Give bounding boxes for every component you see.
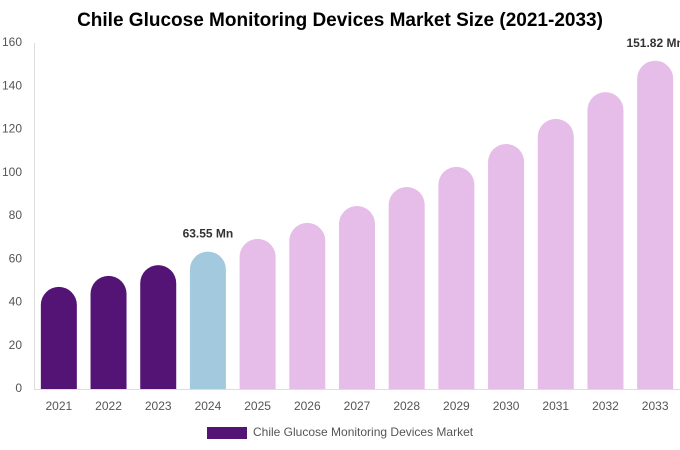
x-tick-label: 2031: [542, 399, 569, 413]
legend-label: Chile Glucose Monitoring Devices Market: [253, 425, 474, 439]
y-tick-label: 140: [2, 78, 22, 92]
bar: [488, 144, 525, 389]
value-label: 151.82 Mn: [626, 36, 680, 50]
bar: [537, 118, 574, 389]
y-tick-label: 160: [2, 35, 22, 49]
y-tick-label: 0: [15, 381, 22, 395]
x-tick-label: 2029: [443, 399, 470, 413]
chart-title: Chile Glucose Monitoring Devices Market …: [77, 10, 603, 31]
bar: [239, 238, 276, 389]
y-tick-label: 40: [9, 295, 23, 309]
y-tick-label: 100: [2, 165, 22, 179]
x-tick-label: 2030: [493, 399, 520, 413]
x-tick-label: 2027: [344, 399, 371, 413]
bar: [637, 60, 674, 390]
x-tick-label: 2032: [592, 399, 619, 413]
bar: [140, 265, 177, 389]
x-tick-label: 2028: [393, 399, 420, 413]
bar: [438, 166, 475, 389]
y-tick-label: 80: [9, 208, 23, 222]
bar: [388, 187, 425, 389]
bar: [40, 286, 77, 389]
y-tick-label: 20: [9, 338, 23, 352]
value-label: 63.55 Mn: [183, 227, 234, 241]
y-tick-label: 60: [9, 251, 23, 265]
x-tick-label: 2033: [642, 399, 669, 413]
x-tick-label: 2023: [145, 399, 172, 413]
x-tick-label: 2021: [45, 399, 72, 413]
bar: [90, 275, 127, 389]
y-tick-label: 120: [2, 122, 22, 136]
bar: [339, 206, 375, 389]
legend-swatch: [207, 427, 247, 439]
bar: [587, 92, 624, 390]
bar: [289, 222, 326, 389]
x-tick-label: 2022: [95, 399, 122, 413]
x-tick-label: 2025: [244, 399, 271, 413]
x-tick-label: 2026: [294, 399, 321, 413]
bar: [189, 251, 226, 389]
x-tick-label: 2024: [195, 399, 222, 413]
